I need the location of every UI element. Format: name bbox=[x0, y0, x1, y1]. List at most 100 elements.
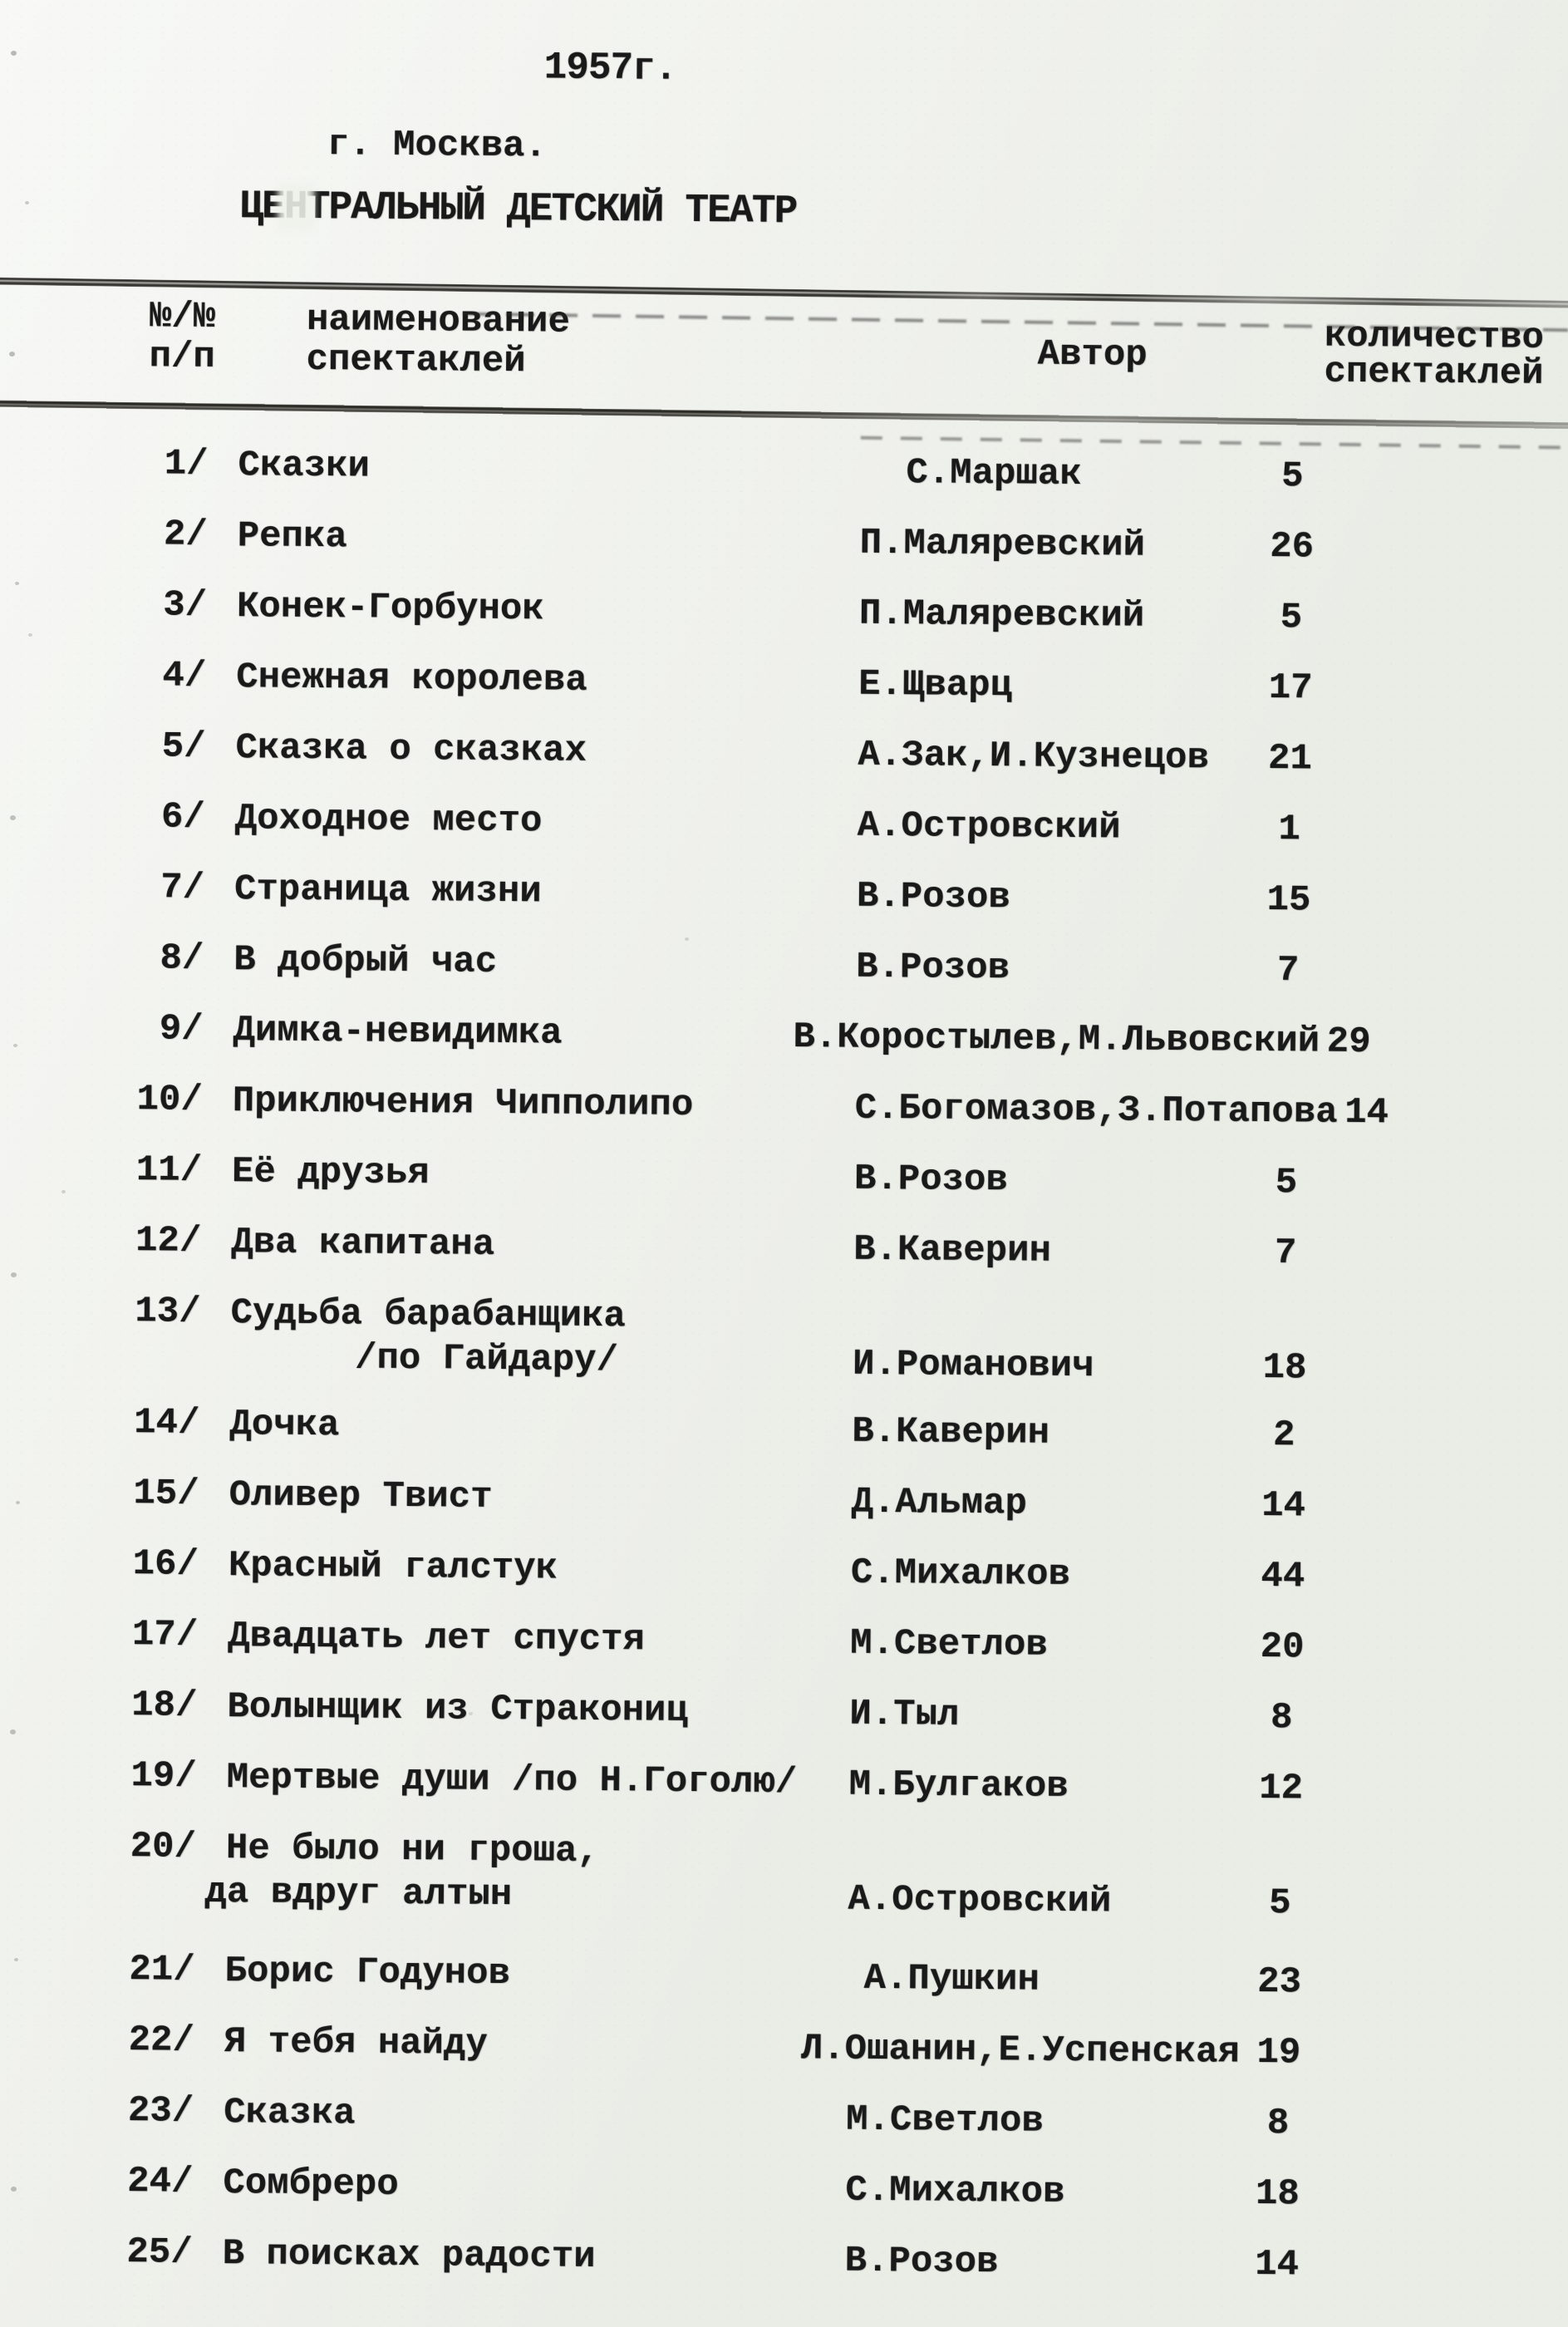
table-row: 2/Репка П.Маляревский 26 bbox=[78, 514, 1321, 595]
play-title: В добрый час bbox=[233, 939, 498, 983]
table-row: 21/Борис Годунов А.Пушкин 23 bbox=[66, 1948, 1309, 2029]
performance-count: 7 bbox=[1276, 950, 1300, 992]
performance-count: 5 bbox=[1280, 455, 1304, 498]
play-title-cell: Не было ни гроша, да вдруг алтын bbox=[195, 1827, 778, 1920]
performance-count: 18 bbox=[1255, 2172, 1300, 2216]
play-title: Судьба барабанщика bbox=[230, 1292, 627, 1338]
faded-ink-smudge bbox=[277, 183, 315, 230]
column-header-title-line1: наименование bbox=[306, 298, 571, 343]
author-name: Д.Альмар bbox=[851, 1481, 1028, 1525]
column-header-count-line2: спектаклей bbox=[1324, 351, 1544, 395]
table-header-rule bbox=[0, 400, 1568, 430]
performance-count: 14 bbox=[1344, 1091, 1389, 1134]
table-row: 22/Я тебя найду Л.Ошанин,Е.Успенская 19 bbox=[65, 2019, 1308, 2100]
play-title-cell: Я тебя найду bbox=[194, 2020, 776, 2069]
column-header-number-line1: №/№ bbox=[149, 296, 216, 338]
row-number: 22/ bbox=[128, 2020, 195, 2062]
author-name: М.Булгаков bbox=[848, 1764, 1069, 1808]
play-title: Борис Годунов bbox=[224, 1951, 511, 1995]
author-count-cell: И.Тыл 8 bbox=[779, 1693, 1310, 1739]
author-name: В.Розов bbox=[856, 875, 1011, 919]
table-row: 20/Не было ни гроша, да вдруг алтын А.Остр… bbox=[66, 1825, 1310, 1959]
table-row-content: 13/Судьба барабанщика/по Гайдару/И.Роман… bbox=[71, 1290, 1315, 1389]
row-number: 2/ bbox=[163, 514, 208, 556]
play-title: Доходное место bbox=[234, 798, 543, 843]
row-number: 18/ bbox=[131, 1685, 198, 1727]
play-title: Сказки bbox=[238, 445, 371, 488]
play-title: Мертвые души /по Н.Гоголю/ bbox=[226, 1757, 798, 1804]
play-title: Димка-невидимка bbox=[233, 1010, 563, 1055]
author-name: В.Каверин bbox=[853, 1228, 1052, 1272]
column-header-number: №/№ п/п bbox=[149, 296, 216, 378]
table-row-content: 20/Не было ни гроша, да вдруг алтын А.Остр… bbox=[66, 1825, 1310, 1924]
row-number: 11/ bbox=[135, 1149, 203, 1192]
row-number: 6/ bbox=[160, 796, 205, 839]
row-number: 3/ bbox=[162, 584, 208, 627]
play-title: Страница жизни bbox=[233, 868, 542, 913]
author-count-cell: М.Светлов 20 bbox=[779, 1622, 1311, 1669]
row-number: 24/ bbox=[127, 2161, 194, 2203]
table-row: 3/Конек-Горбунок П.Маляревский 5 bbox=[77, 583, 1320, 665]
row-number: 17/ bbox=[131, 1614, 199, 1656]
play-title-cell: Страница жизни bbox=[204, 868, 786, 917]
author-count-cell: П.Маляревский 5 bbox=[789, 593, 1320, 639]
table-row: 11/Её друзья В.Розов 5 bbox=[73, 1149, 1316, 1230]
row-number: 4/ bbox=[162, 655, 207, 697]
row-number: 13/ bbox=[135, 1291, 201, 1333]
performance-count: 23 bbox=[1256, 1960, 1302, 2004]
play-title: Её друзья bbox=[231, 1151, 430, 1195]
table-row: 19/Мертвые души /по Н.Гоголю/М.Булгаков 1… bbox=[67, 1754, 1310, 1836]
table-row: 9/Димка-невидимка В.Коростылев,М.Львовски… bbox=[74, 1007, 1371, 1089]
row-number: 20/ bbox=[130, 1826, 197, 1868]
play-title-cell: Доходное место bbox=[205, 797, 787, 846]
play-title-cell: Двадцать лет спустя bbox=[198, 1615, 779, 1664]
play-title: Сказка bbox=[223, 2092, 356, 2135]
author-count-cell: Л.Ошанин,Е.Успенская 19 bbox=[776, 2028, 1308, 2074]
play-title-cell: Сказка о сказках bbox=[205, 726, 787, 775]
column-header-author: Автор bbox=[1037, 333, 1148, 376]
play-title-cell: Димка-невидимка bbox=[203, 1009, 784, 1058]
author-count-cell: И.Романович 18 bbox=[782, 1343, 1314, 1390]
author-count-cell: С.Михалков 44 bbox=[780, 1552, 1312, 1598]
author-name: П.Маляревский bbox=[858, 593, 1145, 637]
year-heading: 1957г. bbox=[543, 46, 677, 91]
row-number: 8/ bbox=[160, 937, 204, 980]
play-title-cell: Сомбреро bbox=[193, 2162, 774, 2211]
author-name: В.Розов bbox=[853, 1158, 1009, 1202]
repertoire-table: 1/Сказки С.Маршак 5 2/Репка П.Маляревский 26 3… bbox=[63, 443, 1492, 2315]
table-row: 16/Красный галстук С.Михалков 44 bbox=[69, 1542, 1312, 1624]
author-name: П.Маляревский bbox=[859, 522, 1146, 567]
author-name: Е.Щварц bbox=[858, 663, 1013, 707]
performance-count: 26 bbox=[1270, 526, 1315, 568]
play-title-cell: Снежная королева bbox=[206, 656, 788, 705]
author-name: И.Романович bbox=[852, 1343, 1094, 1388]
author-name: Л.Ошанин,Е.Успенская bbox=[800, 2028, 1241, 2074]
play-title: Два капитана bbox=[231, 1222, 495, 1266]
play-title-cell: Дочка bbox=[199, 1403, 781, 1452]
play-title: Сказка о сказках bbox=[235, 727, 587, 772]
play-title: Снежная королева bbox=[236, 657, 587, 701]
performance-count: 19 bbox=[1256, 2031, 1301, 2074]
row-number: 16/ bbox=[132, 1543, 199, 1586]
performance-count: 29 bbox=[1326, 1021, 1371, 1064]
city-heading: г. Москва. bbox=[327, 124, 548, 168]
author-count-cell: В.Коростылев,М.Львовский 29 bbox=[784, 1016, 1371, 1063]
table-row: 17/Двадцать лет спустя М.Светлов 20 bbox=[69, 1613, 1312, 1695]
table-row: 15/Оливер Твист Д.Альмар 14 bbox=[70, 1472, 1313, 1553]
performance-count: 15 bbox=[1266, 878, 1311, 922]
play-title-cell: В добрый час bbox=[204, 938, 785, 987]
performance-count: 21 bbox=[1267, 738, 1313, 780]
performance-count: 14 bbox=[1255, 2243, 1300, 2286]
table-row-content: 1/Сказки С.Маршак 5 bbox=[79, 443, 1321, 498]
author-count-cell: А.Пушкин 23 bbox=[776, 1957, 1308, 2004]
table-row: 7/Страница жизни В.Розов 15 bbox=[76, 866, 1319, 947]
author-count-cell: В.Каверин 2 bbox=[781, 1410, 1313, 1457]
table-header-rule-echo bbox=[860, 435, 1567, 450]
play-title: Не было ни гроша, bbox=[225, 1828, 600, 1873]
author-count-cell: В.Розов 15 bbox=[786, 875, 1318, 922]
author-count-cell: М.Светлов 8 bbox=[775, 2098, 1307, 2145]
play-title-cell: Мертвые души /по Н.Гоголю/ bbox=[196, 1756, 798, 1805]
performance-count: 5 bbox=[1275, 1162, 1298, 1204]
author-count-cell: А.Зак,И.Кузнецов 21 bbox=[787, 734, 1319, 780]
